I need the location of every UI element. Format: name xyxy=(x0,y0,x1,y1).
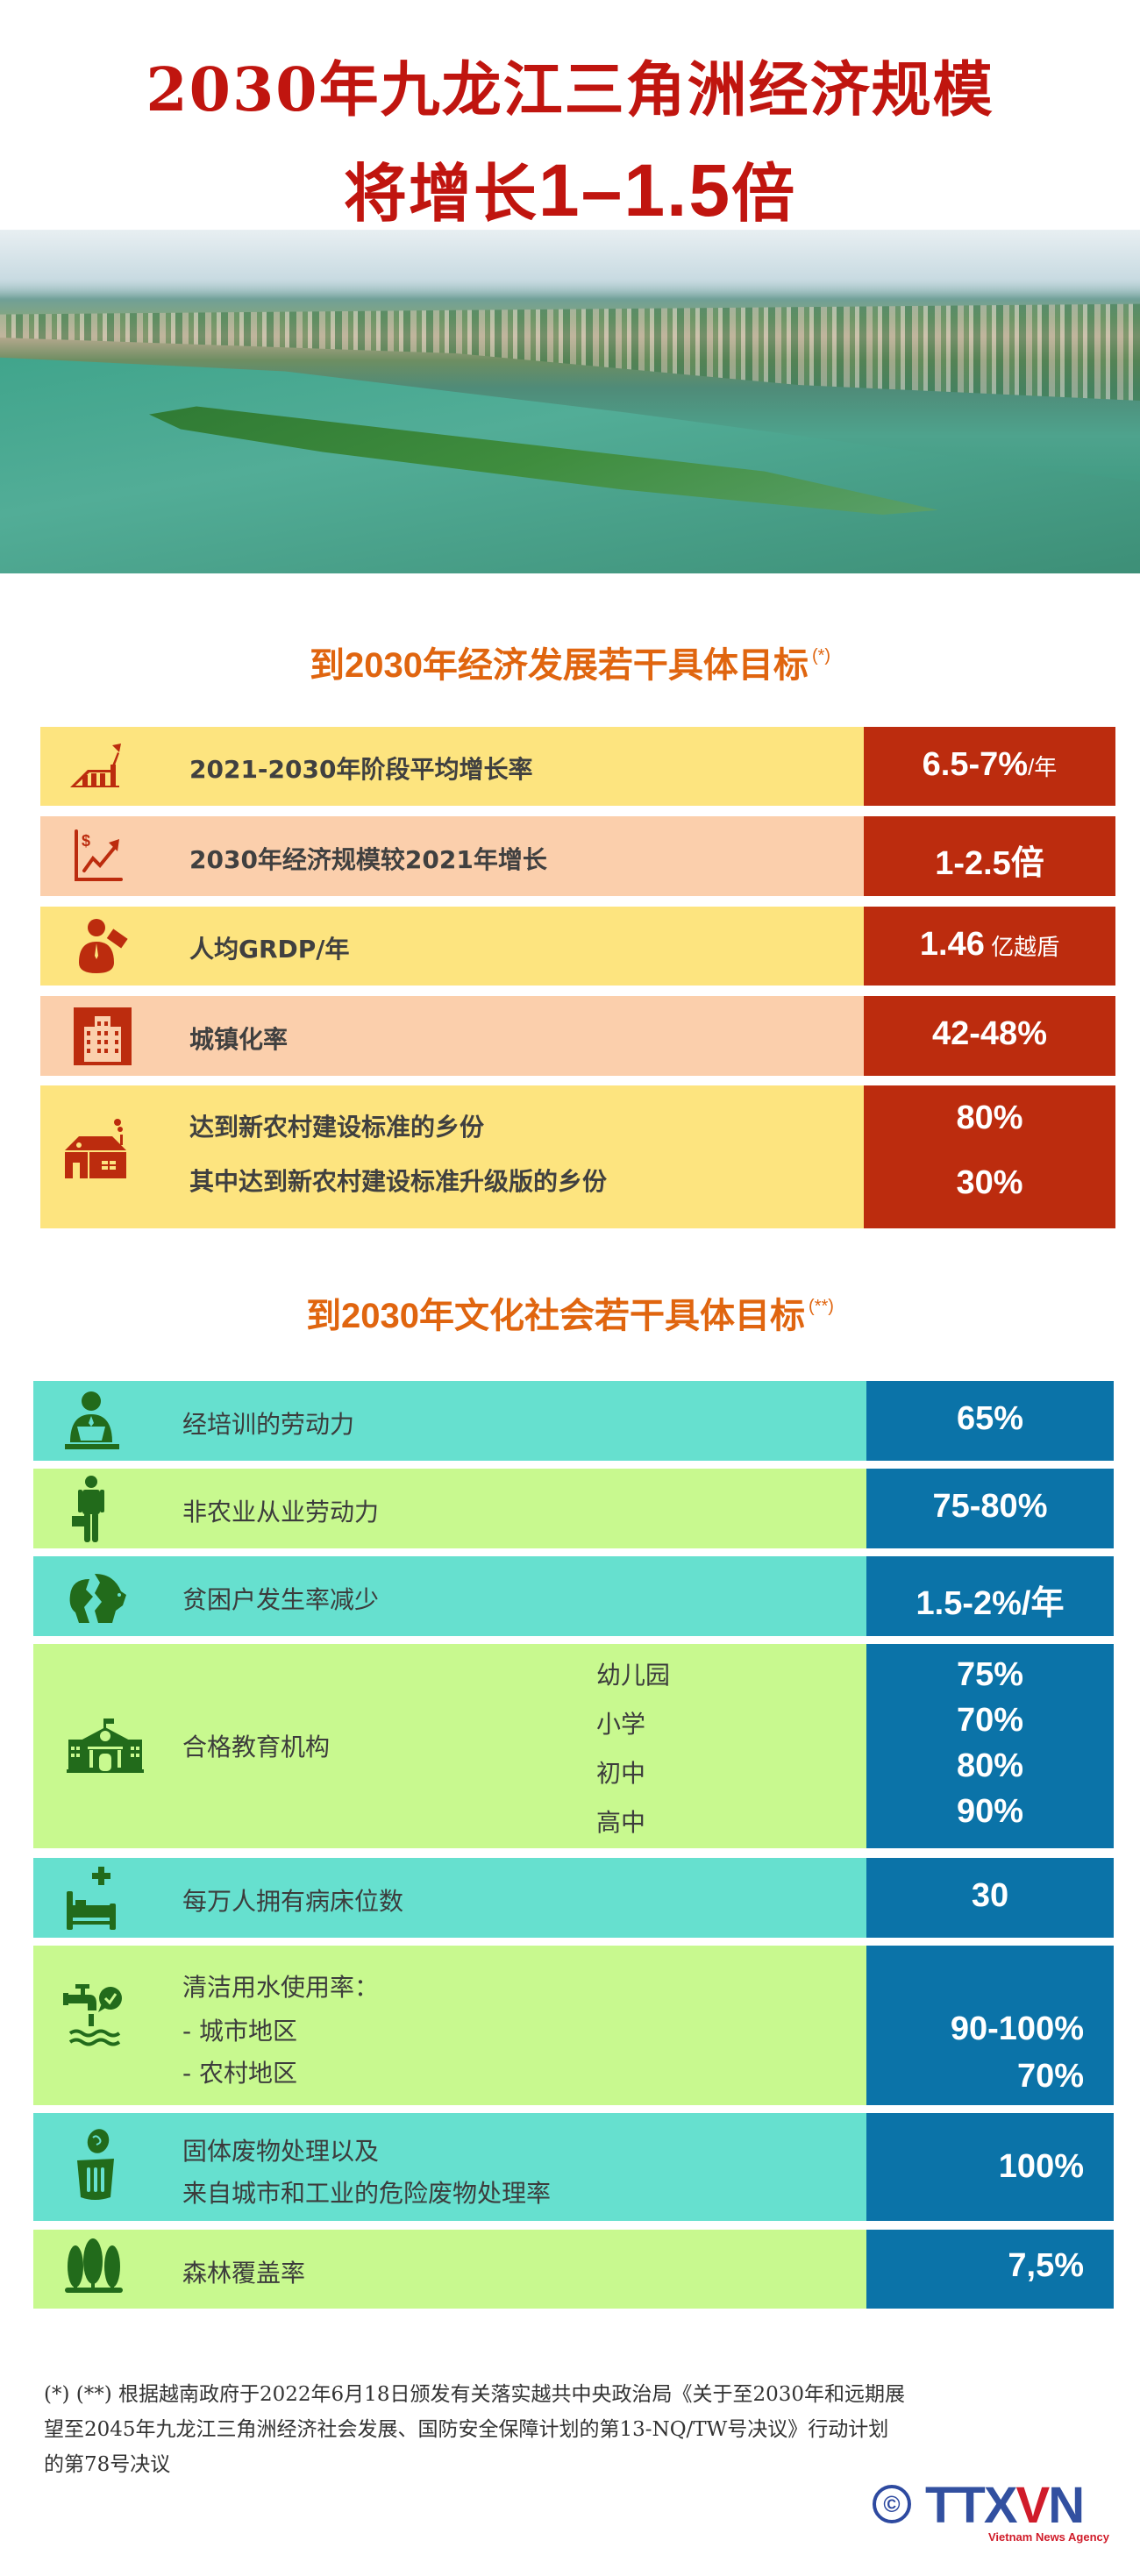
copyright-icon: © xyxy=(873,2485,911,2523)
logo-brand: TTXVN xyxy=(925,2477,1085,2534)
footnote: (*) (**) 根据越南政府于2022年6月18日颁发有关落实越共中央政治局《… xyxy=(44,2377,1105,2482)
sub-label-urban: - 城市地区 xyxy=(182,2017,298,2046)
row-label: 清洁用水使用率： xyxy=(182,1973,380,2002)
sub-label-upper-secondary: 高中 xyxy=(596,1808,646,1837)
row-label-secondary: 其中达到新农村建设标准升级版的乡份 xyxy=(189,1167,608,1196)
row-value: 42-48% xyxy=(932,1015,1047,1052)
person-money-icon xyxy=(74,917,130,975)
social-section-heading: 到2030年文化社会若干具体目标 (**) xyxy=(0,1284,1140,1339)
row-value: 7,5% xyxy=(1008,2247,1084,2284)
row-value-secondary: 30% xyxy=(956,1164,1023,1201)
row-label-secondary: 来自城市和工业的危险废物处理率 xyxy=(182,2179,552,2208)
row-label: 2030年经济规模较2021年增长 xyxy=(189,845,547,874)
row-label: 森林覆盖率 xyxy=(182,2259,306,2288)
ttxvn-logo: © TTXVN Vietnam News Agency xyxy=(873,2480,1109,2550)
econ-row-urbanization: 城镇化率 42-48% xyxy=(40,996,1115,1076)
sub-value-primary: 70% xyxy=(956,1702,1024,1739)
trash-bin-icon xyxy=(75,2129,116,2201)
row-label: 合格教育机构 xyxy=(182,1733,331,1761)
econ-row-growth-rate: 2021-2030年阶段平均增长率 6.5-7%/年 xyxy=(40,727,1115,806)
social-row-forest-cover: 森林覆盖率 7,5% xyxy=(33,2230,1114,2309)
businessman-icon xyxy=(72,1476,107,1542)
broken-piggy-bank-icon xyxy=(65,1569,126,1625)
social-row-poverty-reduction: 贫困户发生率减少 1.5-2%/年 xyxy=(33,1556,1114,1636)
dollar-trend-icon: $ xyxy=(74,829,123,883)
logo-tagline: Vietnam News Agency xyxy=(988,2530,1109,2544)
sub-value-kindergarten: 75% xyxy=(956,1656,1024,1693)
sub-label-kindergarten: 幼儿园 xyxy=(596,1661,671,1690)
footnote-mark: (**) xyxy=(809,1297,834,1316)
row-label: 贫困户发生率减少 xyxy=(182,1585,380,1614)
row-value: 75-80% xyxy=(932,1488,1048,1525)
row-label: 固体废物处理以及 xyxy=(182,2137,380,2166)
main-title-line-1: 2030年九龙江三角洲经济规模 xyxy=(146,55,994,125)
economic-section-heading: 到2030年经济发展若干具体目标 (*) xyxy=(0,633,1140,688)
photo-sky xyxy=(0,230,1140,300)
main-title-line-2: 将增长1–1.5倍 xyxy=(0,151,1140,233)
row-label: 经培训的劳动力 xyxy=(182,1410,355,1439)
row-value: 80% xyxy=(956,1099,1023,1136)
sub-value-lower-secondary: 80% xyxy=(956,1747,1024,1784)
sub-label-rural: - 农村地区 xyxy=(182,2059,298,2088)
row-value: 1-2.5倍 xyxy=(935,845,1044,882)
building-icon xyxy=(74,1007,132,1065)
social-row-qualified-schools: 合格教育机构 幼儿园 小学 初中 高中 75% 70% 80% 90% xyxy=(33,1644,1114,1848)
social-row-clean-water: 清洁用水使用率： - 城市地区 - 农村地区 90-100% 70% xyxy=(33,1946,1114,2105)
row-value: 6.5-7%/年 xyxy=(922,746,1058,783)
row-value: 30 xyxy=(971,1877,1009,1914)
economic-heading-text: 到2030年经济发展若干具体目标 xyxy=(309,646,809,685)
social-row-nonagri-labor: 非农业从业劳动力 75-80% xyxy=(33,1469,1114,1548)
footnote-mark: (*) xyxy=(811,646,831,665)
sub-value-upper-secondary: 90% xyxy=(956,1793,1024,1830)
forest-icon xyxy=(65,2238,125,2295)
trained-worker-icon xyxy=(65,1391,121,1451)
growth-chart-icon xyxy=(68,742,121,791)
row-label: 达到新农村建设标准的乡份 xyxy=(189,1113,485,1142)
svg-text:$: $ xyxy=(82,832,90,850)
title-prefix: 将增长 xyxy=(343,156,538,231)
social-row-waste-treatment: 固体废物处理以及 来自城市和工业的危险废物处理率 100% xyxy=(33,2113,1114,2221)
row-value: 1.46 亿越盾 xyxy=(919,926,1060,963)
row-label: 城镇化率 xyxy=(189,1025,289,1054)
school-icon xyxy=(67,1719,144,1773)
clean-water-icon xyxy=(63,1984,125,2047)
sub-label-primary: 小学 xyxy=(596,1710,646,1739)
footnote-line-2: 望至2045年九龙江三角洲经济社会发展、国防安全保障计划的第13-NQ/TW号决… xyxy=(44,2418,889,2441)
econ-row-economy-scale: $ 2030年经济规模较2021年增长 1-2.5倍 xyxy=(40,816,1115,896)
footnote-line-1: (*) (**) 根据越南政府于2022年6月18日颁发有关落实越共中央政治局《… xyxy=(44,2383,905,2406)
sub-value-urban: 90-100% xyxy=(950,2010,1084,2047)
row-label: 2021-2030年阶段平均增长率 xyxy=(189,755,533,784)
hero-photo-aerial-delta xyxy=(0,230,1140,573)
row-value: 100% xyxy=(998,2148,1084,2185)
row-value: 1.5-2%/年 xyxy=(916,1585,1065,1622)
hospital-bed-icon xyxy=(67,1867,116,1930)
econ-row-new-rural-communes: 达到新农村建设标准的乡份 其中达到新农村建设标准升级版的乡份 80% 30% xyxy=(40,1085,1115,1228)
footnote-line-3: 的第78号决议 xyxy=(44,2453,171,2476)
row-label: 每万人拥有病床位数 xyxy=(182,1887,404,1916)
title-growth-number: 1–1.5 xyxy=(538,149,732,231)
row-label: 非农业从业劳动力 xyxy=(182,1498,380,1526)
row-label: 人均GRDP/年 xyxy=(189,935,350,964)
social-row-hospital-beds: 每万人拥有病床位数 30 xyxy=(33,1858,1114,1938)
sub-value-rural: 70% xyxy=(1016,2058,1084,2095)
social-row-trained-labor: 经培训的劳动力 65% xyxy=(33,1381,1114,1461)
title-suffix: 倍 xyxy=(731,156,797,231)
row-value: 65% xyxy=(956,1400,1024,1437)
econ-row-grdp-per-capita: 人均GRDP/年 1.46 亿越盾 xyxy=(40,907,1115,986)
social-heading-text: 到2030年文化社会若干具体目标 xyxy=(306,1297,806,1335)
sub-label-lower-secondary: 初中 xyxy=(596,1759,646,1788)
house-icon xyxy=(65,1119,130,1180)
